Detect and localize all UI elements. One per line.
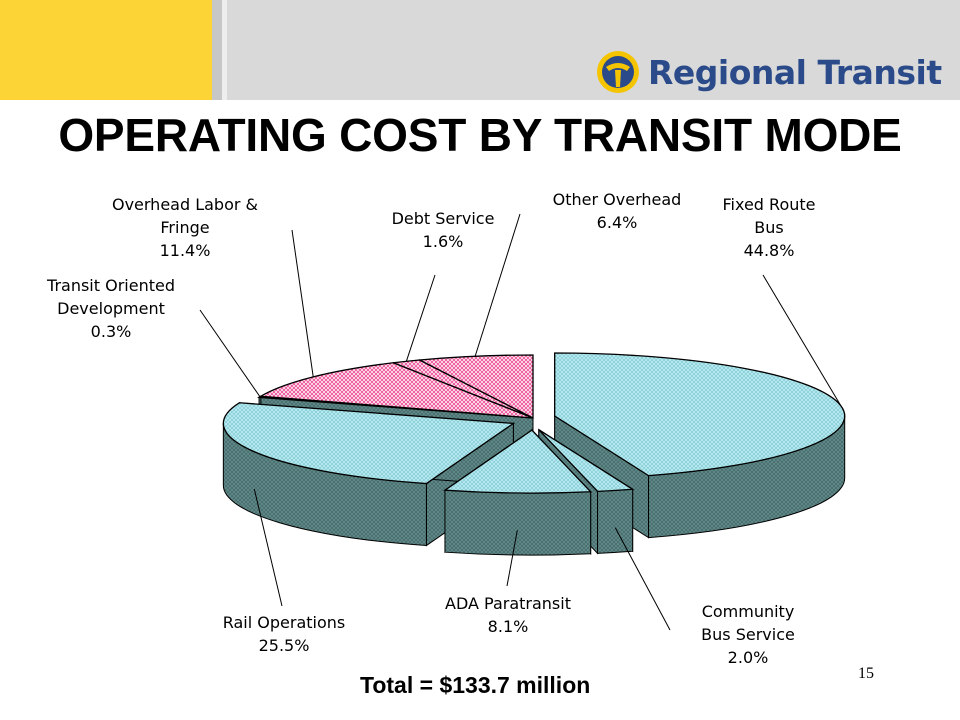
leader-line-debt-service xyxy=(405,274,436,362)
pie-pct-label-transit-oriented-development: 0.3% xyxy=(91,322,132,341)
leader-line-community-bus-service xyxy=(614,527,671,631)
pie-pct-label-overhead-labor-fringe: 11.4% xyxy=(160,241,211,260)
pie-label-community-bus-service: Community xyxy=(702,602,795,621)
pie-label-fixed-route-bus: Fixed Route xyxy=(723,195,816,214)
leader-line-ada-paratransit xyxy=(506,530,518,587)
pie-outer-wall-community-bus-service-0 xyxy=(597,488,634,554)
pie-label-other-overhead: Other Overhead xyxy=(553,190,682,209)
pie-label-ada-paratransit: ADA Paratransit xyxy=(445,594,571,613)
leader-line-rail-operations xyxy=(253,488,283,607)
pie-label-fixed-route-bus: Bus xyxy=(754,218,783,237)
pie-pct-label-other-overhead: 6.4% xyxy=(597,213,638,232)
leader-line-overhead-labor-fringe xyxy=(291,229,314,377)
pie-outer-wall-ada-paratransit-0 xyxy=(444,489,592,556)
page-number: 15 xyxy=(858,665,874,682)
leader-line-fixed-route-bus xyxy=(762,274,842,406)
pie-pct-label-ada-paratransit: 8.1% xyxy=(488,617,529,636)
pie-slice-other-overhead xyxy=(417,354,534,420)
pie-label-community-bus-service: Bus Service xyxy=(701,625,795,644)
pie-slice-rail-operations xyxy=(222,402,516,485)
header-divider xyxy=(212,0,222,100)
header-accent-yellow xyxy=(0,0,212,100)
leader-line-transit-oriented-development xyxy=(199,309,261,398)
pie-slice-overhead-labor-fringe xyxy=(258,362,534,419)
regional-transit-logo-icon xyxy=(597,51,639,93)
pie-label-rail-operations: Rail Operations xyxy=(223,613,346,632)
pie-label-transit-oriented-development: Transit Oriented xyxy=(46,276,175,295)
pie-label-overhead-labor-fringe: Fringe xyxy=(160,218,209,237)
logo-text: Regional Transit xyxy=(648,52,942,92)
pie-label-overhead-labor-fringe: Overhead Labor & xyxy=(112,195,258,214)
pie-pct-label-community-bus-service: 2.0% xyxy=(728,648,769,667)
pie-label-debt-service: Debt Service xyxy=(392,209,495,228)
pie-slice-community-bus-service xyxy=(538,429,635,493)
pie-label-transit-oriented-development: Development xyxy=(57,299,165,318)
logo: Regional Transit xyxy=(596,50,942,94)
pie-pct-label-debt-service: 1.6% xyxy=(423,232,464,251)
pie-pct-label-rail-operations: 25.5% xyxy=(259,636,310,655)
header-divider-light xyxy=(222,0,227,100)
leader-line-other-overhead xyxy=(474,213,521,357)
pie-pct-label-fixed-route-bus: 44.8% xyxy=(744,241,795,260)
page-title: OPERATING COST BY TRANSIT MODE xyxy=(58,109,902,161)
total-cost: Total = $133.7 million xyxy=(360,672,591,698)
pie-slice-ada-paratransit xyxy=(443,429,593,494)
